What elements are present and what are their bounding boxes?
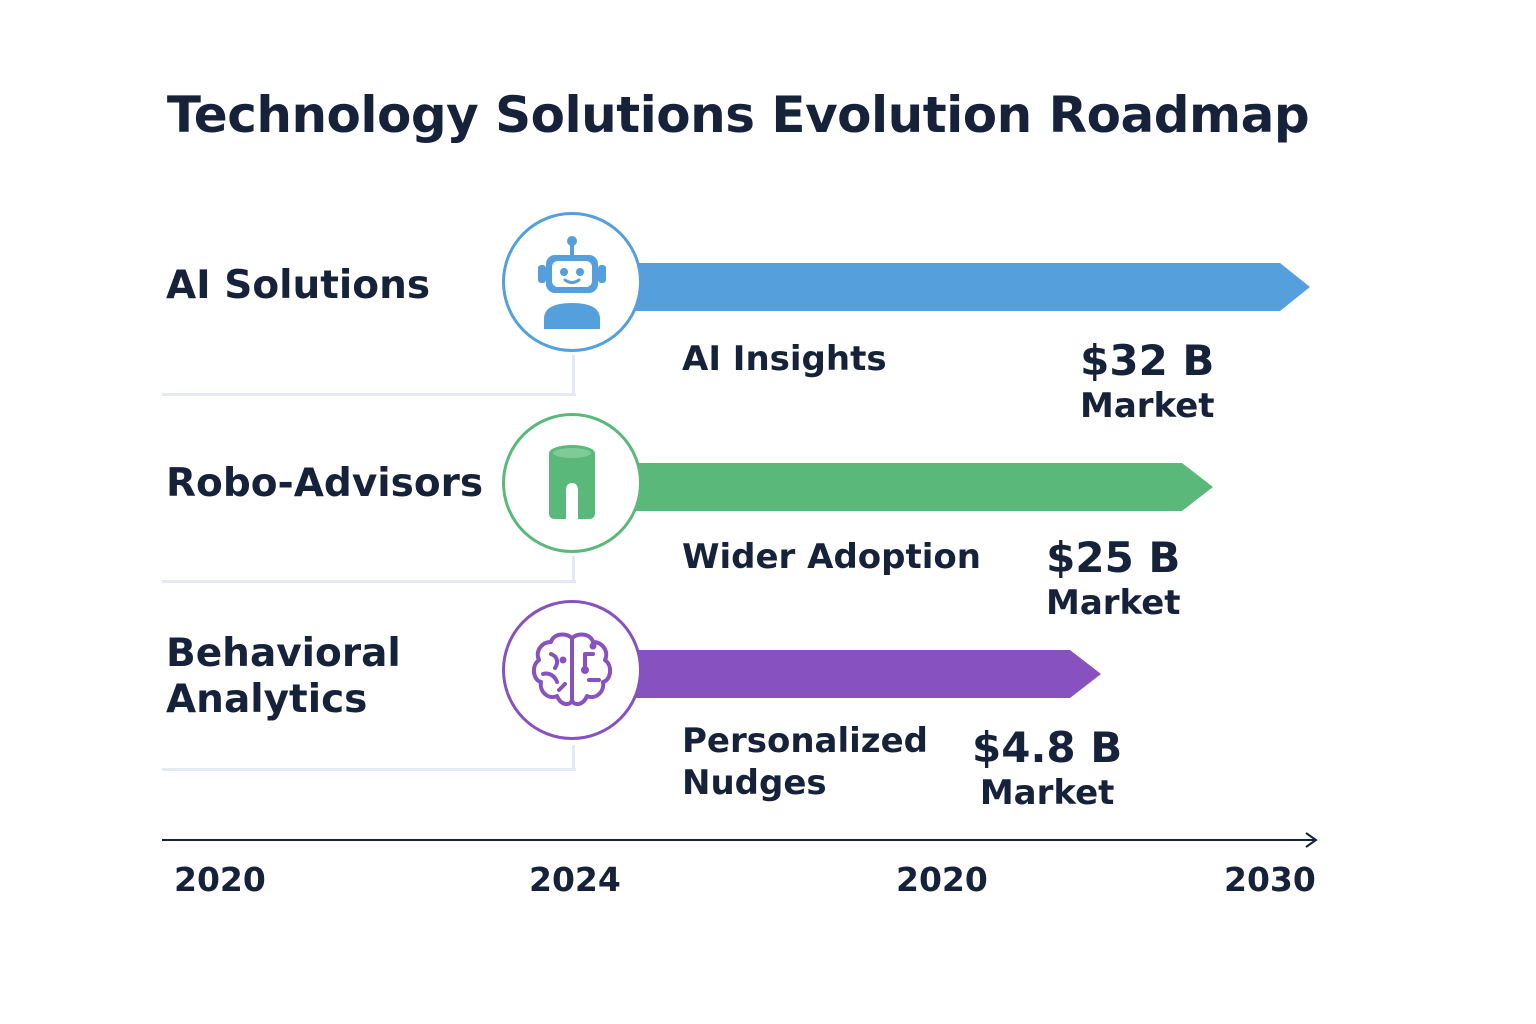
milestone-ai-insights: AI Insights (682, 339, 887, 379)
market-value: $32 B (1080, 336, 1215, 385)
row-connector (572, 355, 575, 395)
bar-behavioral-analytics (620, 650, 1104, 698)
milestone-personalized-nudges: Personalized Nudges (682, 720, 928, 804)
market-unit: Market (979, 773, 1115, 813)
row-label-robo-advisors: Robo-Advisors (166, 461, 484, 506)
cylinder-icon (547, 443, 597, 523)
axis-tick-label: 2020 (174, 860, 266, 899)
milestone-wider-adoption: Wider Adoption (682, 537, 981, 577)
row-divider (162, 580, 576, 583)
market-size-behavioral: $4.8 B Market (972, 723, 1122, 813)
row-label-line: Behavioral (166, 631, 401, 676)
axis-tick-label: 2024 (529, 860, 621, 899)
bar-ai-solutions (620, 263, 1312, 311)
page-title: Technology Solutions Evolution Roadmap (166, 86, 1310, 144)
axis-tick-label: 2030 (1224, 860, 1316, 899)
ai-icon-circle (502, 212, 642, 352)
row-divider (162, 393, 576, 396)
robot-icon (532, 235, 612, 329)
brain-icon (529, 630, 615, 710)
market-value: $25 B (1046, 533, 1181, 582)
row-connector (572, 745, 575, 770)
market-size-ai: $32 B Market (1080, 336, 1215, 426)
behavioral-icon-circle (502, 600, 642, 740)
axis-tick-label: 2020 (896, 860, 988, 899)
row-label-behavioral-analytics: Behavioral Analytics (166, 631, 401, 723)
row-label-ai-solutions: AI Solutions (166, 263, 431, 308)
bar-robo-advisors (620, 463, 1216, 511)
row-label-line: Analytics (166, 677, 368, 722)
market-size-robo: $25 B Market (1046, 533, 1181, 623)
milestone-line: Personalized (682, 721, 928, 761)
market-unit: Market (1046, 583, 1181, 623)
row-divider (162, 768, 576, 771)
market-value: $4.8 B (972, 723, 1123, 772)
robo-icon-circle (502, 413, 642, 553)
row-connector (572, 556, 575, 582)
market-unit: Market (1080, 386, 1215, 426)
milestone-line: Nudges (682, 763, 827, 803)
timeline-axis (162, 826, 1322, 854)
